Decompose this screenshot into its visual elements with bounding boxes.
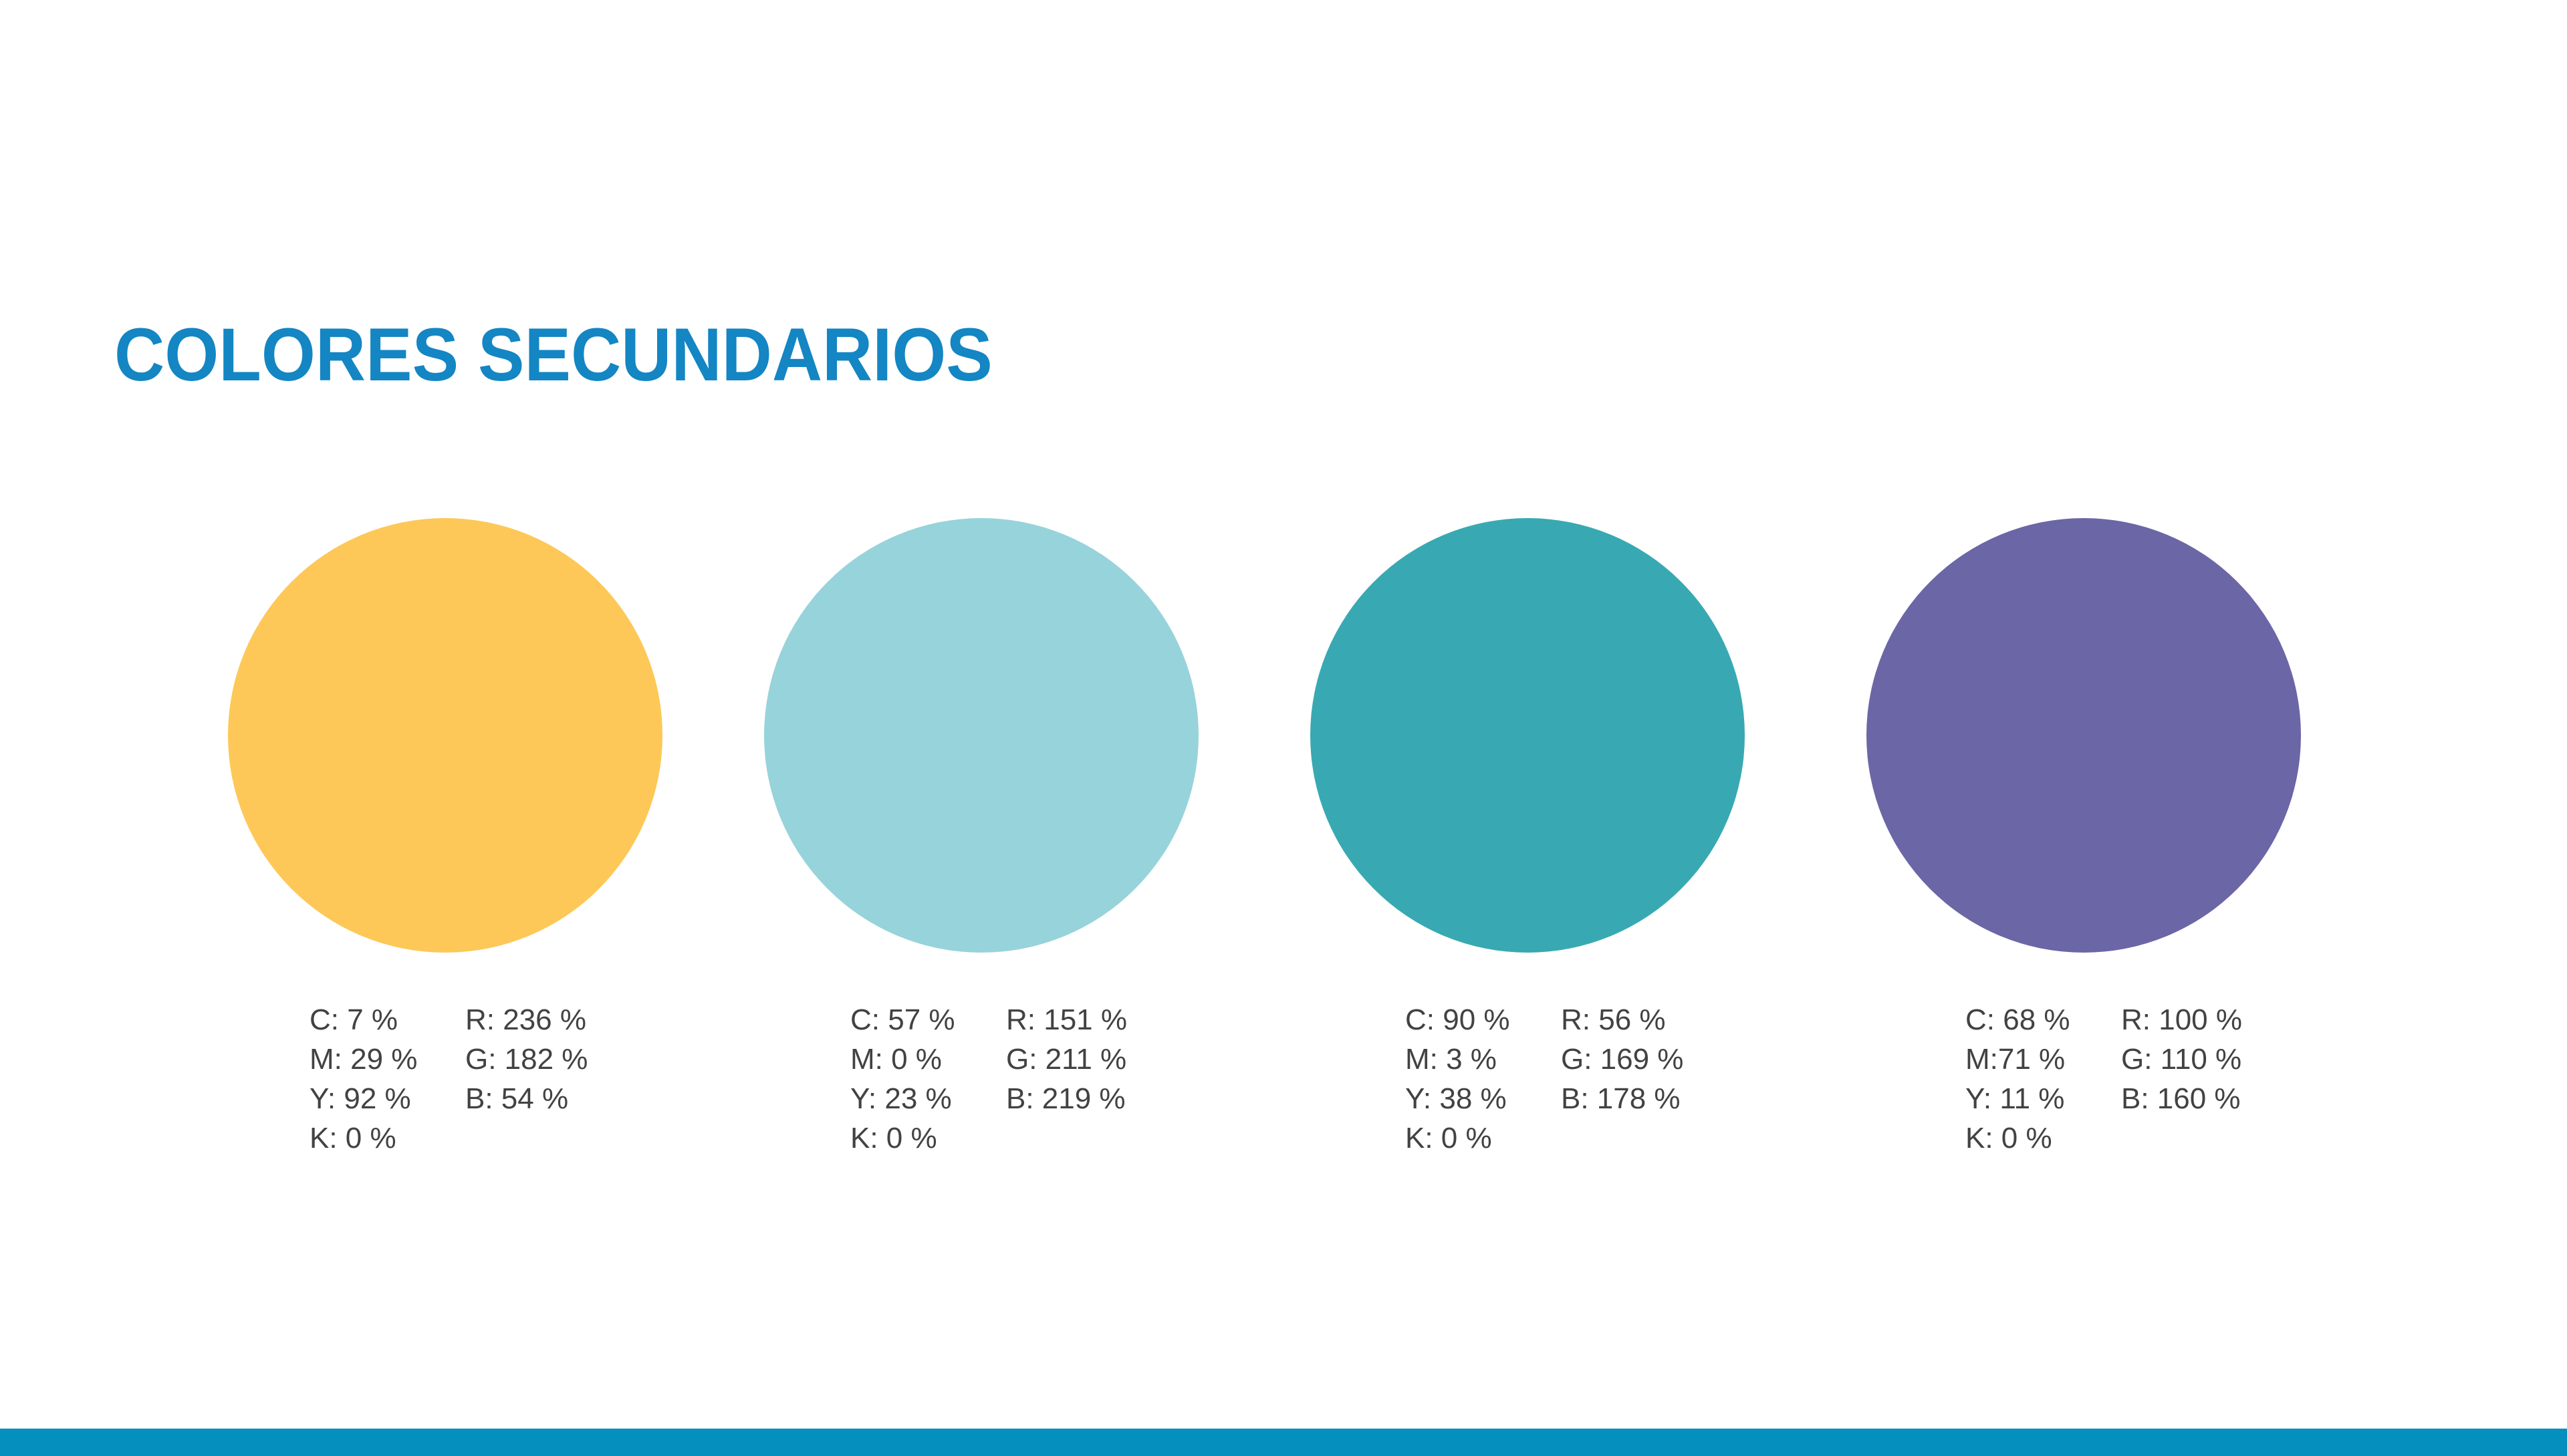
rgb-r-value: R: 56 % (1561, 1003, 1666, 1036)
rgb-values: R: 100 % G: 110 % B: 160 % (2121, 1000, 2242, 1118)
cmyk-y-value: Y: 92 % (310, 1082, 411, 1115)
cmyk-k-value: K: 0 % (1405, 1122, 1492, 1155)
rgb-g-value: G: 211 % (1006, 1043, 1127, 1076)
rgb-values: R: 56 % G: 169 % B: 178 % (1561, 1000, 1683, 1118)
cmyk-c-value: C: 90 % (1405, 1003, 1510, 1036)
cmyk-c-value: C: 7 % (310, 1003, 398, 1036)
cmyk-values: C: 90 % M: 3 % Y: 38 % K: 0 % (1405, 1000, 1561, 1158)
swatch-circle-purple (1866, 518, 2301, 953)
page-title: COLORES SECUNDARIOS (114, 313, 993, 397)
rgb-g-value: G: 110 % (2121, 1043, 2242, 1076)
rgb-g-value: G: 169 % (1561, 1043, 1684, 1076)
cmyk-m-value: M: 29 % (310, 1043, 418, 1076)
cmyk-m-value: M: 3 % (1405, 1043, 1497, 1076)
rgb-values: R: 236 % G: 182 % B: 54 % (465, 1000, 588, 1118)
rgb-b-value: B: 178 % (1561, 1082, 1681, 1115)
cmyk-y-value: Y: 23 % (850, 1082, 952, 1115)
swatch-values-light-blue: C: 57 % M: 0 % Y: 23 % K: 0 % R: 151 % G… (850, 1000, 1127, 1158)
rgb-r-value: R: 100 % (2121, 1003, 2242, 1036)
cmyk-k-value: K: 0 % (310, 1122, 396, 1155)
swatch-values-purple: C: 68 % M:71 % Y: 11 % K: 0 % R: 100 % G… (1965, 1000, 2242, 1158)
cmyk-values: C: 68 % M:71 % Y: 11 % K: 0 % (1965, 1000, 2121, 1158)
rgb-r-value: R: 236 % (465, 1003, 586, 1036)
rgb-b-value: B: 219 % (1006, 1082, 1126, 1115)
cmyk-y-value: Y: 38 % (1405, 1082, 1507, 1115)
cmyk-k-value: K: 0 % (850, 1122, 937, 1155)
rgb-b-value: B: 160 % (2121, 1082, 2241, 1115)
swatch-circle-light-blue (764, 518, 1199, 953)
rgb-r-value: R: 151 % (1006, 1003, 1127, 1036)
cmyk-c-value: C: 57 % (850, 1003, 955, 1036)
rgb-b-value: B: 54 % (465, 1082, 569, 1115)
rgb-values: R: 151 % G: 211 % B: 219 % (1006, 1000, 1127, 1118)
cmyk-m-value: M:71 % (1965, 1043, 2066, 1076)
cmyk-c-value: C: 68 % (1965, 1003, 2070, 1036)
swatch-values-teal: C: 90 % M: 3 % Y: 38 % K: 0 % R: 56 % G:… (1405, 1000, 1683, 1158)
cmyk-k-value: K: 0 % (1965, 1122, 2052, 1155)
cmyk-values: C: 57 % M: 0 % Y: 23 % K: 0 % (850, 1000, 1006, 1158)
cmyk-values: C: 7 % M: 29 % Y: 92 % K: 0 % (310, 1000, 465, 1158)
swatch-circle-yellow (228, 518, 662, 953)
cmyk-m-value: M: 0 % (850, 1043, 942, 1076)
footer-accent-bar (0, 1429, 2567, 1456)
swatch-circle-teal (1310, 518, 1745, 953)
rgb-g-value: G: 182 % (465, 1043, 588, 1076)
cmyk-y-value: Y: 11 % (1965, 1082, 2065, 1115)
swatch-values-yellow: C: 7 % M: 29 % Y: 92 % K: 0 % R: 236 % G… (310, 1000, 588, 1158)
